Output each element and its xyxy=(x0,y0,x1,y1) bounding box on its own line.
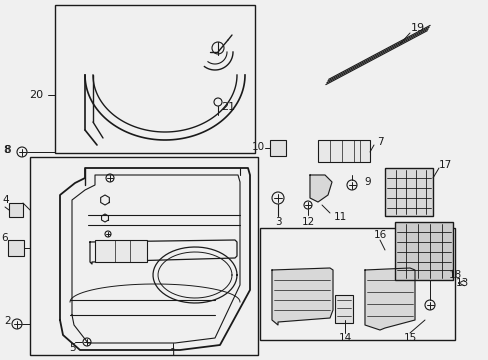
Text: 12: 12 xyxy=(301,217,314,227)
Text: 3: 3 xyxy=(274,217,281,227)
Bar xyxy=(260,228,454,340)
Text: 21: 21 xyxy=(221,102,235,112)
Text: 16: 16 xyxy=(373,230,386,240)
Bar xyxy=(317,140,369,162)
Text: 19: 19 xyxy=(410,23,424,33)
Text: 1: 1 xyxy=(169,348,176,358)
Text: 18: 18 xyxy=(447,270,461,280)
Bar xyxy=(394,222,452,280)
Text: 14: 14 xyxy=(338,333,351,343)
Text: 17: 17 xyxy=(437,160,451,170)
Bar xyxy=(55,5,254,153)
Polygon shape xyxy=(364,268,414,330)
Text: 8: 8 xyxy=(5,145,11,155)
Bar xyxy=(95,240,147,262)
Bar xyxy=(30,157,258,355)
Text: 7: 7 xyxy=(376,137,383,147)
Text: 11: 11 xyxy=(333,212,346,222)
Bar xyxy=(334,295,352,323)
Text: 8: 8 xyxy=(4,145,10,155)
Text: 4: 4 xyxy=(2,195,9,205)
Text: 10: 10 xyxy=(251,142,264,152)
Bar xyxy=(384,168,432,216)
Bar xyxy=(9,203,23,217)
Text: 13: 13 xyxy=(454,278,468,288)
Text: 20: 20 xyxy=(29,90,43,100)
Text: 9: 9 xyxy=(364,177,370,187)
Bar xyxy=(8,240,24,256)
Bar xyxy=(269,140,285,156)
Polygon shape xyxy=(271,268,332,325)
Text: 5: 5 xyxy=(68,343,75,353)
Text: 6: 6 xyxy=(1,233,8,243)
Text: 15: 15 xyxy=(403,333,416,343)
Text: 2: 2 xyxy=(5,316,11,326)
Polygon shape xyxy=(309,175,331,202)
